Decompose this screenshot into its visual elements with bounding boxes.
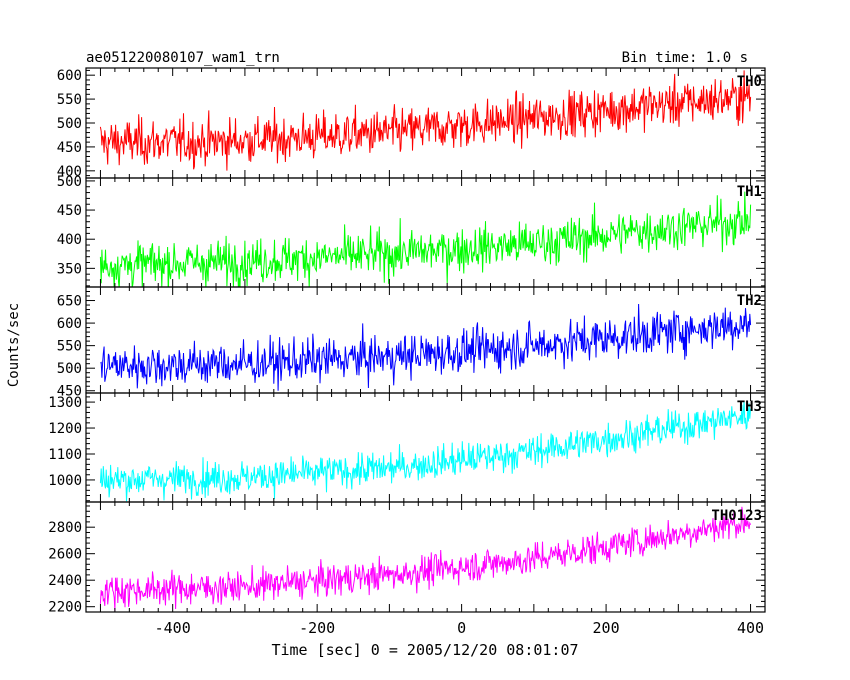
y-tick-label: 1000 — [48, 473, 82, 489]
y-tick-label: 2200 — [48, 600, 82, 616]
y-tick-label: 600 — [57, 316, 82, 332]
x-tick-label: 400 — [737, 619, 764, 637]
panel-label-th2: TH2 — [737, 293, 762, 309]
y-tick-label: 400 — [57, 232, 82, 248]
y-tick-label: 650 — [57, 294, 82, 310]
y-tick-label: 500 — [57, 174, 82, 190]
panel-label-th3: TH3 — [737, 399, 762, 415]
series-line-th2 — [100, 303, 752, 391]
panel-label-th0: TH0 — [737, 74, 762, 90]
y-tick-label: 1300 — [48, 395, 82, 411]
y-tick-label: 400 — [57, 164, 82, 180]
y-tick-label: 600 — [57, 68, 82, 84]
y-tick-label: 550 — [57, 339, 82, 355]
y-tick-label: 500 — [57, 361, 82, 377]
y-axis-label: Counts/sec — [6, 303, 22, 387]
y-tick-label: 2800 — [48, 520, 82, 536]
bin-time-label: Bin time: 1.0 s — [622, 50, 748, 66]
x-tick-label: 0 — [457, 619, 466, 637]
x-tick-label: 200 — [593, 619, 620, 637]
y-tick-label: 350 — [57, 261, 82, 277]
panel-label-th0123: TH0123 — [711, 508, 762, 524]
series-line-th3 — [99, 400, 752, 502]
series-line-th1 — [99, 191, 752, 287]
panel-frame-th3 — [85, 392, 766, 503]
chart-title: ae051220080107_wam1_trn — [86, 50, 280, 66]
y-tick-label: 1100 — [48, 447, 82, 463]
y-tick-label: 500 — [57, 116, 82, 132]
y-tick-label: 2400 — [48, 573, 82, 589]
panel-label-th1: TH1 — [737, 184, 762, 200]
x-tick-label: -400 — [155, 619, 191, 637]
y-tick-label: 450 — [57, 140, 82, 156]
y-tick-label: 1200 — [48, 421, 82, 437]
y-tick-label: 450 — [57, 384, 82, 400]
series-line-th0123 — [99, 506, 752, 611]
x-tick-label: -200 — [299, 619, 335, 637]
y-tick-label: 450 — [57, 203, 82, 219]
panel-frame-th2 — [85, 286, 766, 394]
x-axis-label: Time [sec] 0 = 2005/12/20 08:01:07 — [271, 641, 578, 659]
y-tick-label: 550 — [57, 92, 82, 108]
y-tick-label: 2600 — [48, 547, 82, 563]
panels-group: 400 450 500 550 600 TH0 350 400 450 500 TH1 450 500 5… — [48, 67, 766, 637]
panel-frame-th0123 — [85, 501, 766, 613]
series-line-th0 — [99, 70, 752, 171]
